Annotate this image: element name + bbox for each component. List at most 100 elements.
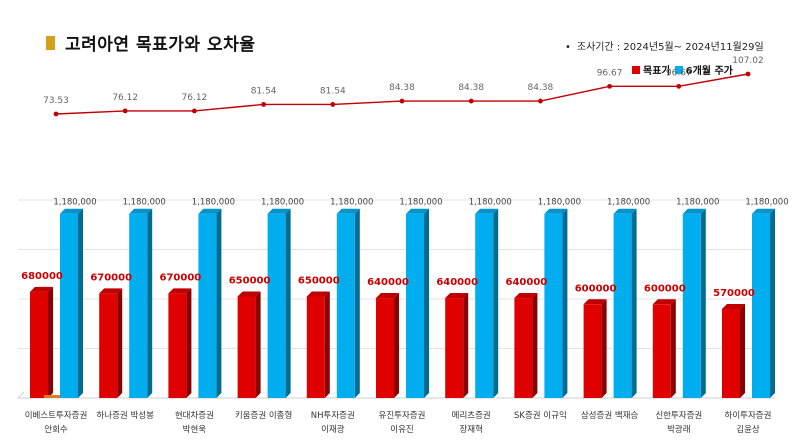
price-bar-top — [198, 208, 222, 214]
category-label: 하나증권 박성봉 — [96, 410, 154, 421]
error-rate-label: 81.54 — [320, 86, 346, 96]
price-value-label: 1,180,000 — [330, 198, 373, 208]
target-value-label: 650000 — [298, 276, 340, 287]
price-bar-front — [752, 213, 770, 398]
target-bar-side — [324, 291, 330, 398]
price-bar-side — [216, 208, 222, 398]
target-value-label: 650000 — [229, 276, 271, 287]
category-label: 하이투자증권 — [725, 410, 772, 421]
error-rate-point — [538, 98, 543, 104]
survey-period: • 조사기간 : 2024년5월~ 2024년11월29일 — [565, 38, 764, 53]
target-bar-top — [30, 286, 53, 292]
error-rate-label: 73.53 — [43, 96, 69, 106]
target-value-label: 640000 — [506, 277, 548, 288]
target-bar-front — [514, 298, 533, 398]
target-bar — [30, 286, 53, 398]
target-value-label: 640000 — [436, 277, 478, 288]
target-bar-front — [583, 304, 602, 398]
price-bar — [752, 208, 775, 398]
price-bar-top — [682, 208, 706, 214]
target-bar-side — [255, 291, 261, 398]
error-rate-label: 84.38 — [389, 83, 415, 93]
price-value-label: 1,180,000 — [469, 198, 512, 208]
target-bar-top — [306, 291, 330, 297]
category-label-line2: 이재광 — [321, 424, 345, 435]
error-rate-label: 76.12 — [112, 93, 138, 103]
error-rate-point — [745, 71, 751, 77]
price-bar-top — [336, 208, 360, 214]
price-bar-front — [544, 213, 563, 398]
target-bar-front — [306, 296, 325, 398]
price-bar-front — [475, 213, 494, 398]
price-bar — [60, 208, 83, 398]
target-bar-side — [740, 303, 745, 398]
floor-marker — [44, 395, 60, 398]
price-bar — [336, 208, 360, 398]
title-marker — [46, 35, 55, 50]
category-label: 이베스트투자증권 — [25, 410, 88, 421]
period-bullet-icon: • — [565, 42, 571, 53]
price-bar-front — [406, 213, 424, 398]
target-bar-top — [99, 288, 123, 294]
error-rate-line — [55, 73, 749, 115]
legend: 목표가 6개월 주가 — [632, 62, 737, 77]
target-bar-side — [117, 288, 123, 398]
target-bar-top — [652, 299, 676, 305]
error-rate-point — [53, 111, 59, 117]
price-bar — [129, 208, 153, 398]
category-label-line2: 안회수 — [44, 424, 68, 435]
target-value-label: 640000 — [367, 277, 409, 288]
legend-price-label: 6개월 주가 — [685, 66, 733, 77]
price-bar — [544, 208, 568, 398]
target-bar-top — [445, 293, 469, 299]
target-bar — [168, 288, 192, 398]
category-label: 메리츠증권 — [452, 410, 491, 421]
target-bar-front — [99, 293, 118, 398]
price-value-label: 1,180,000 — [676, 198, 719, 208]
category-label-line2: 이유진 — [390, 424, 413, 435]
error-rate-point — [399, 98, 405, 104]
target-bar-front — [168, 293, 187, 398]
target-bar-side — [48, 286, 53, 398]
category-label: 키움증권 이종형 — [235, 410, 292, 421]
target-bar-top — [237, 291, 261, 297]
target-value-label: 680000 — [21, 271, 63, 282]
category-label: 삼성증권 백재승 — [581, 410, 639, 421]
target-value-label: 600000 — [575, 283, 617, 294]
price-bar-side — [562, 208, 568, 398]
error-rate-label: 96.67 — [666, 68, 692, 78]
legend-price-swatch — [674, 65, 683, 74]
error-rate-label: 76.12 — [182, 93, 208, 103]
target-bar — [376, 293, 399, 398]
target-bar — [652, 299, 676, 398]
price-bar-side — [285, 208, 291, 398]
target-value-label: 670000 — [160, 272, 202, 283]
price-value-label: 1,180,000 — [399, 198, 442, 208]
price-bar-front — [60, 213, 78, 398]
legend-target-swatch — [632, 65, 640, 74]
category-label-line2: 김윤상 — [736, 424, 760, 435]
price-bar-side — [147, 208, 153, 398]
target-bar-side — [670, 299, 676, 398]
price-bar-front — [336, 213, 355, 398]
error-rate-label: 96.67 — [597, 68, 623, 78]
error-rate-label: 81.54 — [251, 86, 277, 96]
error-rate-label: 84.38 — [528, 83, 554, 93]
target-bar — [237, 291, 261, 398]
price-bar-top — [752, 208, 775, 214]
price-bar-front — [129, 213, 148, 398]
legend-target-label: 목표가 — [643, 66, 671, 77]
category-label: 현대차증권 — [175, 410, 214, 421]
target-bar-front — [722, 308, 740, 398]
target-bar — [306, 291, 330, 398]
category-label: 유진투자증권 — [379, 410, 426, 421]
price-bar-top — [60, 208, 83, 214]
error-rate-point — [468, 98, 474, 104]
target-bar — [445, 293, 469, 398]
target-value-label: 570000 — [713, 288, 755, 299]
price-bar-top — [544, 208, 568, 214]
price-bar-front — [267, 213, 286, 398]
target-bar-side — [601, 299, 607, 398]
price-bar-front — [198, 213, 217, 398]
